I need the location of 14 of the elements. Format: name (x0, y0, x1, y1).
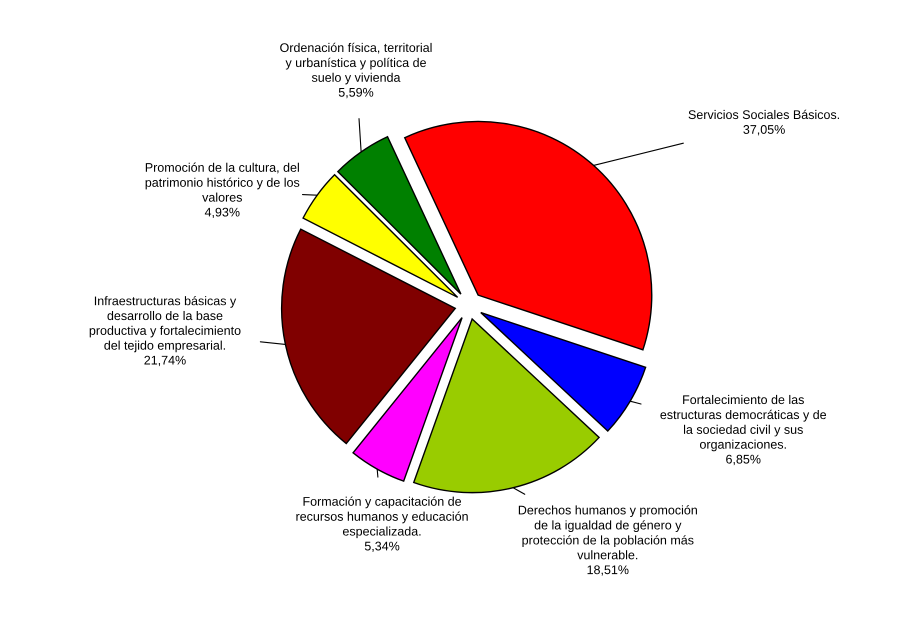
data-label: 18,51% (588, 565, 629, 576)
data-label: 4,93% (204, 208, 240, 218)
slice-label: Infraestructuras básicas y desarrollo de la base productiva y fortalecimiento del tejido empresarial. (90, 296, 241, 352)
data-label: 6,85% (726, 454, 761, 466)
slice-label: Ordenación física, territorial y urbanística y política de suelo y vivienda (280, 42, 432, 84)
data-label: 5,34% (364, 542, 400, 552)
data-label: 37,05% (743, 125, 785, 136)
data-label: 5,59% (338, 88, 374, 98)
slice-label: Promoción de la cultura, del patrimonio histórico y de los valores (146, 162, 300, 202)
slice-label: Formación y capacitación de recursos humanos y educación especializada. (296, 496, 468, 538)
slice-label: Servicios Sociales Básicos. (688, 110, 840, 120)
data-label: 21,74% (144, 356, 186, 366)
slice-label: Derechos humanos y promoción de la igualdad de género y protección de la población más vulnerable. (518, 505, 697, 560)
slice-label: Fortalecimiento de las estructuras democráticas y de la sociedad civil y sus organizaciones. (660, 394, 826, 452)
